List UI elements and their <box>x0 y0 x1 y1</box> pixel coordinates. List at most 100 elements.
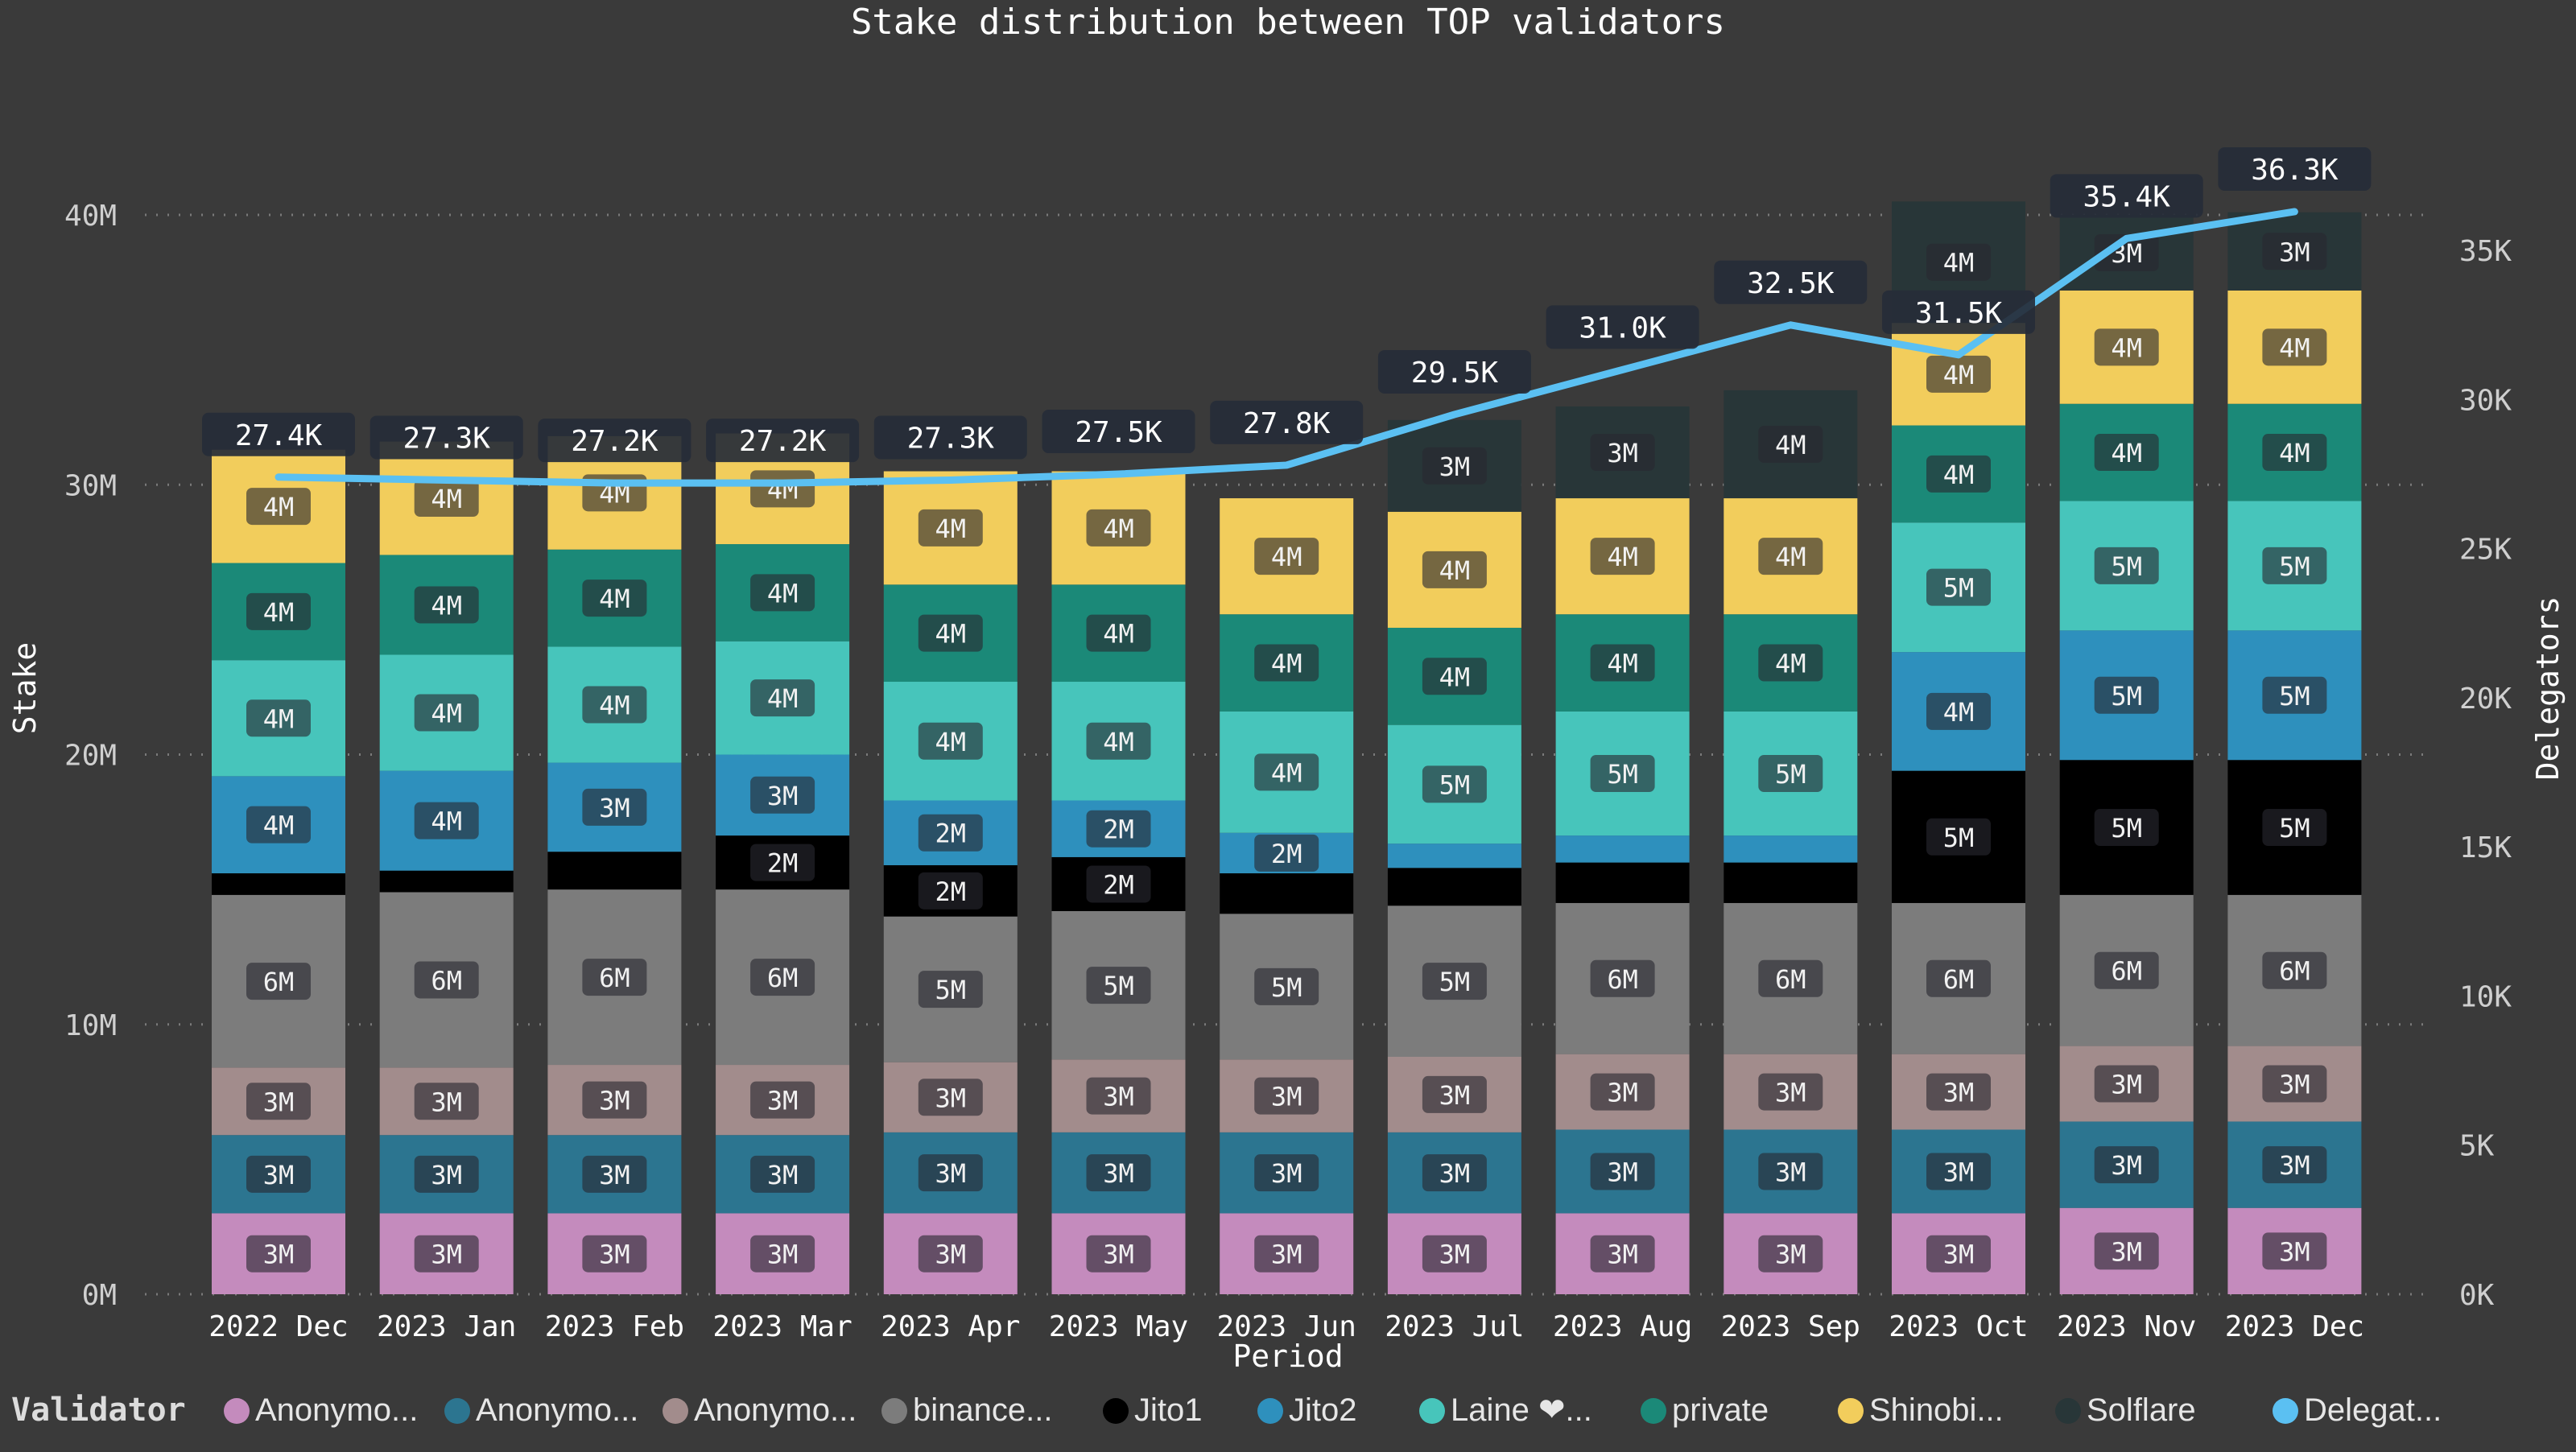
legend-item[interactable]: Jito1 <box>1103 1392 1203 1428</box>
data-label-box <box>1590 959 1655 997</box>
legend-marker <box>224 1398 250 1424</box>
data-label: 4M <box>431 806 462 837</box>
data-label-box <box>750 679 815 717</box>
data-label-box <box>1422 1235 1487 1273</box>
y-tick-label: 20M <box>64 740 117 773</box>
data-label: 4M <box>1103 514 1134 544</box>
data-label-box <box>414 1083 479 1120</box>
legend-marker <box>1103 1398 1129 1424</box>
data-label-box <box>1422 447 1487 485</box>
data-label-box <box>1758 1073 1823 1111</box>
data-label: 4M <box>263 492 295 522</box>
data-label: 5M <box>1439 769 1471 800</box>
y2-tick-label: 15K <box>2459 831 2512 864</box>
data-label: 4M <box>1439 555 1471 586</box>
data-label-box <box>1590 754 1655 792</box>
line-label-box <box>369 415 523 460</box>
bar-segment <box>1387 844 1521 868</box>
data-label: 3M <box>599 1160 630 1190</box>
bar-stack: 3M 3M 3M 6M 5M 4M 4M 4M <box>1724 390 1858 1294</box>
data-label-box <box>2262 547 2327 584</box>
legend-item[interactable]: Anonymo... <box>444 1392 638 1428</box>
data-label: 3M <box>767 781 799 811</box>
x-tick-label: 2023 Feb <box>545 1310 684 1343</box>
y-tick-label: 10M <box>64 1009 117 1042</box>
data-label-box <box>246 806 311 844</box>
data-label-box <box>2094 328 2159 366</box>
data-label-box <box>1254 753 1319 791</box>
legend-label: Anonymo... <box>476 1392 638 1428</box>
legend-item[interactable]: private <box>1641 1392 1769 1428</box>
legend-item[interactable]: binance... <box>881 1392 1052 1428</box>
legend-label: binance... <box>913 1392 1052 1428</box>
data-label-box <box>750 959 815 996</box>
data-label-box <box>1926 1153 1991 1190</box>
delegators-line: 27.4K 27.3K 27.2K 27.2K 27.3K 27.5K 27.8K 29.5K… <box>202 146 2372 487</box>
bar-segment <box>212 873 345 895</box>
data-label-box <box>1926 692 1991 730</box>
x-tick-label: 2023 Sep <box>1721 1310 1860 1343</box>
data-label-box <box>1758 754 1823 792</box>
data-label-box <box>2094 809 2159 847</box>
data-label-box <box>750 844 815 881</box>
bar-segment <box>1220 873 1354 914</box>
data-label: 4M <box>767 683 799 714</box>
x-tick-label: 2023 Nov <box>2057 1310 2196 1343</box>
data-label: 5M <box>1103 971 1134 1001</box>
data-label: 3M <box>1439 1158 1471 1189</box>
data-label: 3M <box>1439 1080 1471 1111</box>
legend-item[interactable]: Delegat... <box>2273 1392 2442 1428</box>
legend-item[interactable]: Laine ❤... <box>1419 1392 1592 1428</box>
data-label: 5M <box>2279 551 2310 582</box>
data-label: 3M <box>431 1087 462 1117</box>
data-label: 3M <box>1439 452 1471 482</box>
legend-item[interactable]: Solflare <box>2055 1392 2196 1428</box>
data-label: 4M <box>263 597 295 628</box>
line-label-box <box>1882 290 2035 334</box>
legend-marker <box>663 1398 688 1424</box>
data-label-box <box>246 488 311 526</box>
data-label-box <box>1422 551 1487 588</box>
data-label: 4M <box>1607 649 1638 679</box>
line-data-label: 27.4K <box>235 419 323 452</box>
bar-segment <box>1555 862 1690 903</box>
data-label-box <box>1758 644 1823 682</box>
data-label-box <box>414 1235 479 1273</box>
legend-item[interactable]: Anonymo... <box>224 1392 418 1428</box>
data-label-box <box>1926 355 1991 393</box>
data-label: 2M <box>935 819 967 849</box>
data-label-box <box>1758 1153 1823 1190</box>
data-label: 3M <box>599 1240 630 1270</box>
legend-marker <box>1419 1398 1445 1424</box>
data-label: 4M <box>431 699 462 729</box>
data-label: 3M <box>1607 1240 1638 1270</box>
data-label-box <box>918 1235 983 1273</box>
data-label: 2M <box>767 848 799 879</box>
data-label: 3M <box>431 1240 462 1270</box>
data-label: 3M <box>1607 1157 1638 1187</box>
data-label-box <box>1590 1153 1655 1190</box>
x-axis-label: Period <box>1232 1339 1343 1374</box>
line-data-label: 35.4K <box>2083 180 2171 213</box>
data-label: 3M <box>1271 1158 1302 1189</box>
bar-segment <box>1724 862 1858 903</box>
data-label: 2M <box>1103 815 1134 845</box>
line-data-label: 27.2K <box>571 425 658 458</box>
line-data-label: 27.3K <box>403 422 491 455</box>
legend-item[interactable]: Jito2 <box>1257 1392 1357 1428</box>
data-label-box <box>1926 818 1991 856</box>
legend-item[interactable]: Anonymo... <box>663 1392 857 1428</box>
legend[interactable]: Validator Anonymo... Anonymo... Anonymo... b… <box>11 1392 2442 1429</box>
legend-item[interactable]: Shinobi... <box>1838 1392 2004 1428</box>
data-label: 4M <box>1943 697 1975 728</box>
data-label-box <box>2094 233 2159 271</box>
data-label: 3M <box>263 1160 295 1190</box>
data-label: 4M <box>1943 360 1975 390</box>
data-label: 6M <box>2111 956 2142 987</box>
legend-label: Anonymo... <box>694 1392 857 1428</box>
data-label: 4M <box>263 703 295 734</box>
data-label: 4M <box>2111 332 2142 363</box>
data-label-box <box>582 1081 647 1119</box>
line-data-label: 29.5K <box>1411 357 1499 390</box>
